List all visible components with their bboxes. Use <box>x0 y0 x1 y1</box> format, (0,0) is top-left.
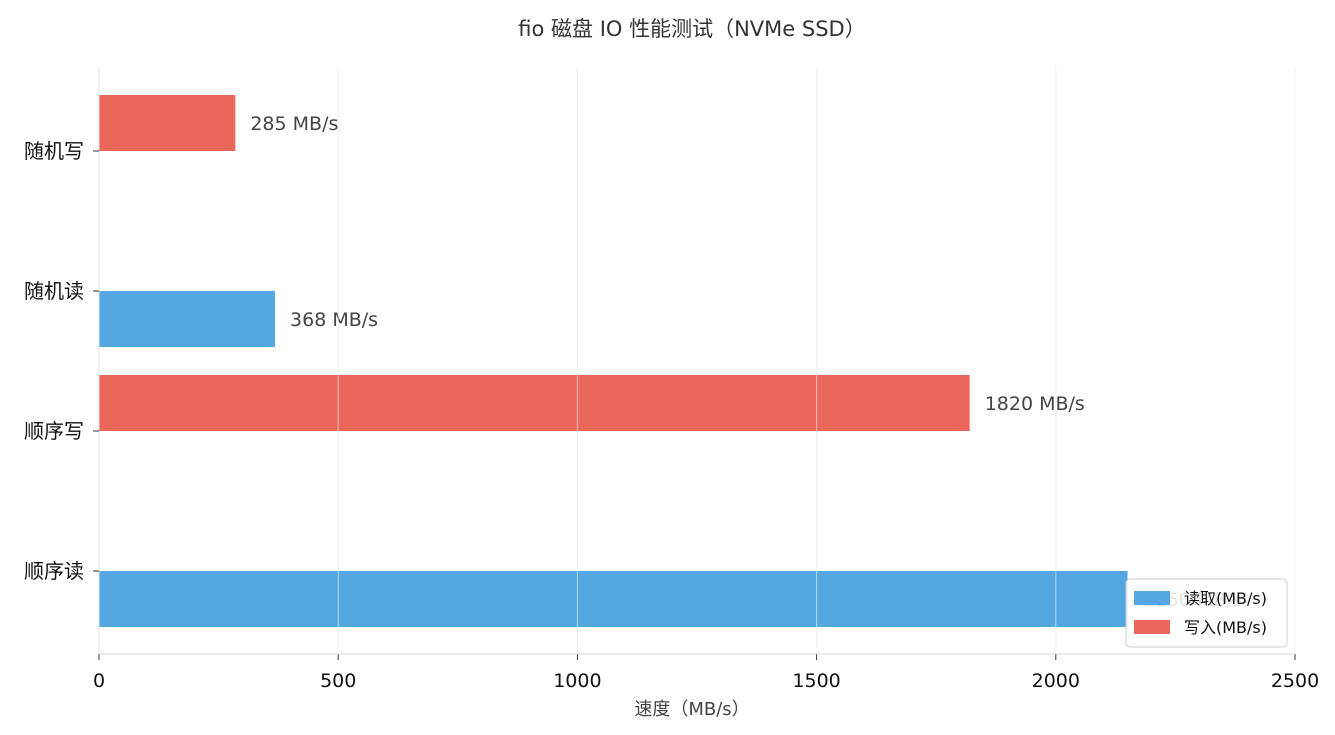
bar <box>99 375 970 431</box>
x-tick-label: 0 <box>93 670 105 692</box>
legend-swatch <box>1134 620 1170 634</box>
y-category-label: 随机写 <box>24 139 84 163</box>
x-axis-title: 速度（MB/s） <box>634 699 749 720</box>
x-tick-label: 1500 <box>792 670 840 692</box>
x-tick-label: 2500 <box>1271 670 1319 692</box>
x-tick-label: 2000 <box>1032 670 1080 692</box>
bar <box>99 95 236 151</box>
x-tick-label: 1000 <box>553 670 601 692</box>
chart-title: fio 磁盘 IO 性能测试（NVMe SSD） <box>518 17 865 41</box>
data-label: 285 MB/s <box>250 113 338 135</box>
y-category-label: 顺序读 <box>24 559 84 583</box>
bar <box>99 291 276 347</box>
data-label: 368 MB/s <box>290 309 378 331</box>
legend: 读取(MB/s) 写入(MB/s) <box>1125 578 1288 648</box>
axis-layer: 0 500 1000 1500 2000 2500 顺序读 顺序写 随机读 随机写 <box>24 68 1319 692</box>
legend-label: 写入(MB/s) <box>1184 618 1267 637</box>
legend-swatch <box>1134 591 1170 605</box>
x-tick-label: 500 <box>320 670 356 692</box>
y-category-label: 顺序写 <box>24 419 84 443</box>
legend-label: 读取(MB/s) <box>1184 589 1267 608</box>
bar <box>99 571 1128 627</box>
y-category-label: 随机读 <box>24 279 84 303</box>
data-label: 1820 MB/s <box>985 393 1085 415</box>
